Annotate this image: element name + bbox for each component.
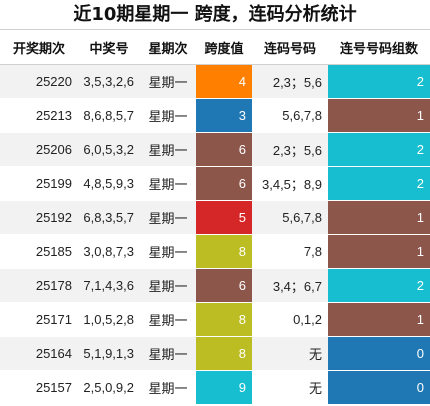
cell-issue: 25220 bbox=[0, 64, 78, 99]
table-row: 25178 7,1,4,3,6 星期一 6 3,4；6,7 2 bbox=[0, 268, 430, 303]
cell-issue: 25164 bbox=[0, 336, 78, 371]
cell-numbers: 6,8,3,5,7 bbox=[78, 200, 140, 235]
cell-numbers: 7,1,4,3,6 bbox=[78, 268, 140, 303]
cell-span: 6 bbox=[196, 132, 252, 167]
cell-groups: 1 bbox=[328, 200, 430, 235]
header-groups: 连号号码组数 bbox=[328, 30, 430, 65]
cell-issue: 25199 bbox=[0, 166, 78, 201]
cell-span: 6 bbox=[196, 166, 252, 201]
table-row: 25164 5,1,9,1,3 星期一 8 无 0 bbox=[0, 336, 430, 371]
cell-numbers: 1,0,5,2,8 bbox=[78, 302, 140, 337]
cell-span: 5 bbox=[196, 200, 252, 235]
table-row: 25220 3,5,3,2,6 星期一 4 2,3；5,6 2 bbox=[0, 64, 430, 99]
cell-span: 4 bbox=[196, 64, 252, 99]
table-row: 25185 3,0,8,7,3 星期一 8 7,8 1 bbox=[0, 234, 430, 269]
cell-issue: 25206 bbox=[0, 132, 78, 167]
cell-weekday: 星期一 bbox=[140, 200, 196, 235]
cell-weekday: 星期一 bbox=[140, 302, 196, 337]
cell-issue: 25192 bbox=[0, 200, 78, 235]
cell-consecutive: 5,6,7,8 bbox=[252, 98, 328, 133]
cell-weekday: 星期一 bbox=[140, 64, 196, 99]
table-row: 25157 2,5,0,9,2 星期一 9 无 0 bbox=[0, 370, 430, 405]
cell-groups: 2 bbox=[328, 132, 430, 167]
stats-table: 开奖期次 中奖号 星期次 跨度值 连码号码 连号号码组数 25220 3,5,3,… bbox=[0, 30, 430, 405]
cell-span: 8 bbox=[196, 302, 252, 337]
header-issue: 开奖期次 bbox=[0, 30, 78, 65]
cell-groups: 2 bbox=[328, 64, 430, 99]
cell-issue: 25178 bbox=[0, 268, 78, 303]
cell-issue: 25185 bbox=[0, 234, 78, 269]
cell-span: 8 bbox=[196, 336, 252, 371]
cell-weekday: 星期一 bbox=[140, 370, 196, 405]
header-consecutive: 连码号码 bbox=[252, 30, 328, 65]
cell-groups: 1 bbox=[328, 234, 430, 269]
cell-groups: 2 bbox=[328, 268, 430, 303]
cell-consecutive: 3,4；6,7 bbox=[252, 268, 328, 303]
header-span: 跨度值 bbox=[196, 30, 252, 65]
cell-numbers: 6,0,5,3,2 bbox=[78, 132, 140, 167]
cell-groups: 2 bbox=[328, 166, 430, 201]
table-row: 25199 4,8,5,9,3 星期一 6 3,4,5；8,9 2 bbox=[0, 166, 430, 201]
cell-groups: 1 bbox=[328, 98, 430, 133]
cell-numbers: 3,5,3,2,6 bbox=[78, 64, 140, 99]
cell-span: 3 bbox=[196, 98, 252, 133]
cell-consecutive: 无 bbox=[252, 370, 328, 405]
page-title: 近10期星期一 跨度，连码分析统计 bbox=[0, 0, 430, 30]
cell-weekday: 星期一 bbox=[140, 234, 196, 269]
table-row: 25192 6,8,3,5,7 星期一 5 5,6,7,8 1 bbox=[0, 200, 430, 235]
cell-consecutive: 无 bbox=[252, 336, 328, 371]
cell-consecutive: 2,3；5,6 bbox=[252, 132, 328, 167]
cell-weekday: 星期一 bbox=[140, 98, 196, 133]
cell-issue: 25157 bbox=[0, 370, 78, 405]
cell-span: 6 bbox=[196, 268, 252, 303]
cell-weekday: 星期一 bbox=[140, 166, 196, 201]
cell-groups: 0 bbox=[328, 370, 430, 405]
cell-issue: 25171 bbox=[0, 302, 78, 337]
cell-weekday: 星期一 bbox=[140, 336, 196, 371]
cell-consecutive: 7,8 bbox=[252, 234, 328, 269]
cell-groups: 0 bbox=[328, 336, 430, 371]
cell-issue: 25213 bbox=[0, 98, 78, 133]
cell-numbers: 8,6,8,5,7 bbox=[78, 98, 140, 133]
cell-consecutive: 0,1,2 bbox=[252, 302, 328, 337]
cell-groups: 1 bbox=[328, 302, 430, 337]
table-row: 25213 8,6,8,5,7 星期一 3 5,6,7,8 1 bbox=[0, 98, 430, 133]
cell-numbers: 2,5,0,9,2 bbox=[78, 370, 140, 405]
cell-span: 8 bbox=[196, 234, 252, 269]
cell-weekday: 星期一 bbox=[140, 268, 196, 303]
cell-span: 9 bbox=[196, 370, 252, 405]
cell-numbers: 3,0,8,7,3 bbox=[78, 234, 140, 269]
header-numbers: 中奖号 bbox=[78, 30, 140, 65]
cell-numbers: 4,8,5,9,3 bbox=[78, 166, 140, 201]
cell-consecutive: 2,3；5,6 bbox=[252, 64, 328, 99]
cell-consecutive: 5,6,7,8 bbox=[252, 200, 328, 235]
cell-consecutive: 3,4,5；8,9 bbox=[252, 166, 328, 201]
cell-numbers: 5,1,9,1,3 bbox=[78, 336, 140, 371]
table-row: 25206 6,0,5,3,2 星期一 6 2,3；5,6 2 bbox=[0, 132, 430, 167]
table-header-row: 开奖期次 中奖号 星期次 跨度值 连码号码 连号号码组数 bbox=[0, 30, 430, 65]
header-weekday: 星期次 bbox=[140, 30, 196, 65]
table-row: 25171 1,0,5,2,8 星期一 8 0,1,2 1 bbox=[0, 302, 430, 337]
cell-weekday: 星期一 bbox=[140, 132, 196, 167]
